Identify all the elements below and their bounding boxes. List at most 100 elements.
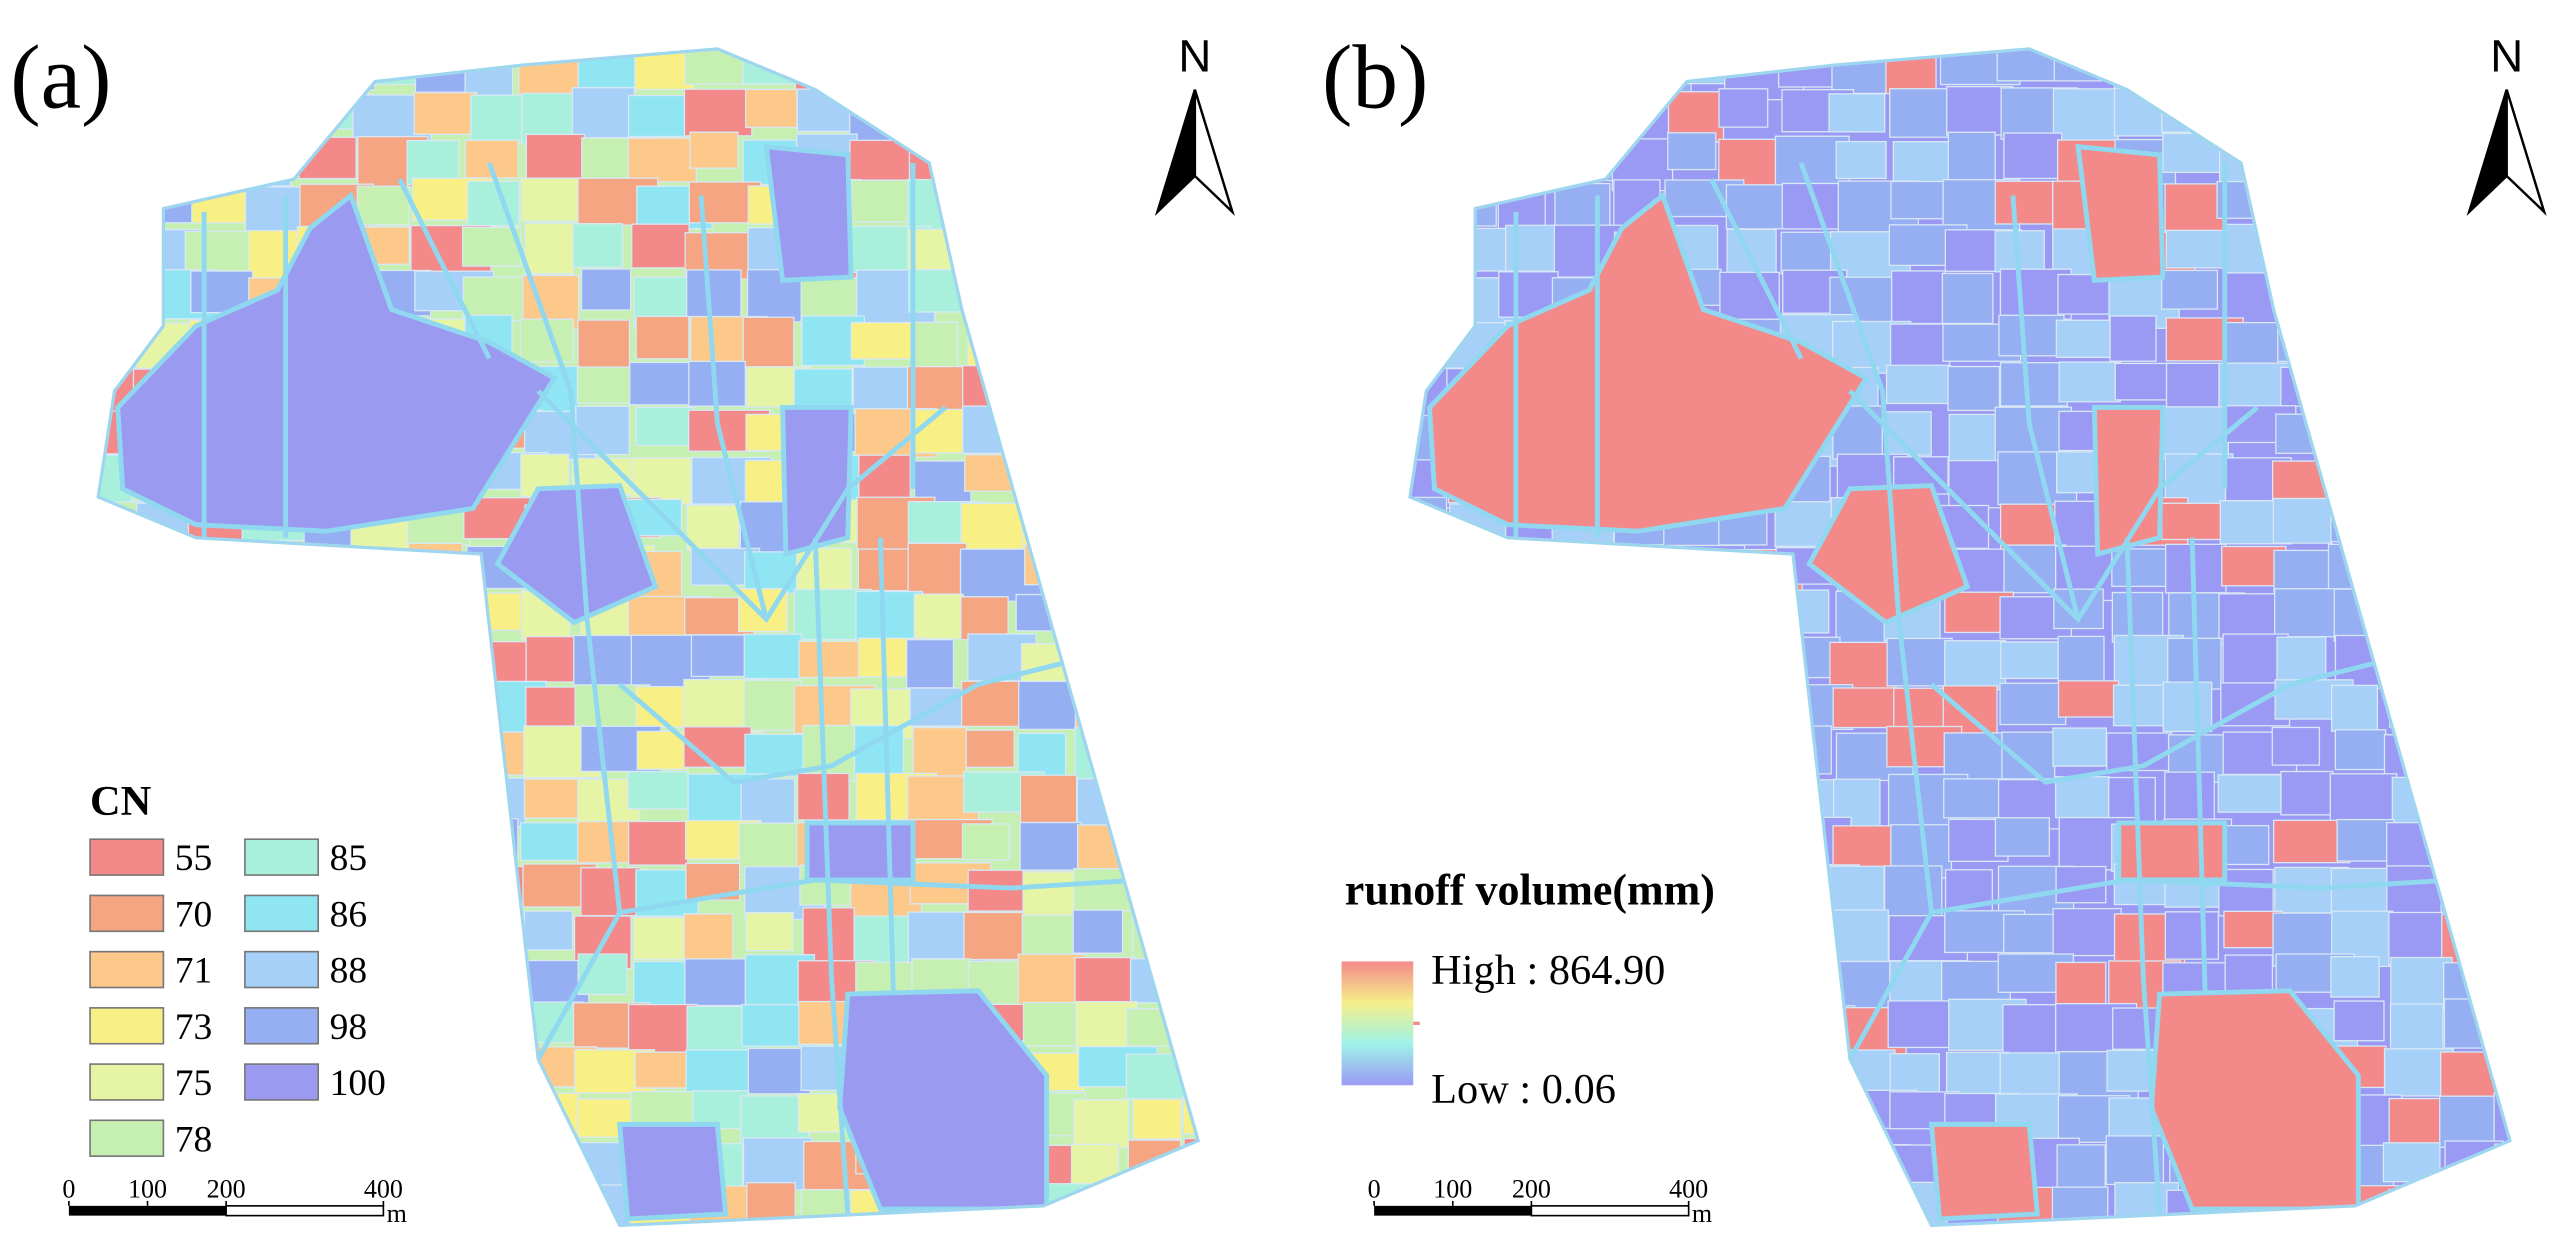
land-parcel: [2444, 635, 2503, 687]
land-parcel: [190, 639, 265, 687]
land-parcel: [134, 637, 206, 689]
land-parcel: [189, 1234, 245, 1258]
land-parcel: [1017, 48, 1091, 95]
land-parcel: [858, 454, 911, 502]
land-parcel: [2440, 411, 2493, 465]
road: [1929, 649, 2421, 785]
land-parcel: [2058, 361, 2121, 403]
scale-bar-white: [1530, 1205, 1690, 1217]
land-parcel: [962, 1233, 1043, 1258]
legend-swatch: [244, 950, 320, 989]
land-parcel: [1554, 1136, 1622, 1180]
land-parcel: [1079, 405, 1131, 462]
land-parcel: [1183, 596, 1199, 637]
scale-tick-label: 100: [1433, 1175, 1472, 1204]
land-parcel: [468, 1098, 540, 1139]
land-parcel: [571, 87, 636, 139]
road: [2010, 195, 2081, 620]
legend-swatch: [244, 1007, 320, 1045]
land-parcel: [2271, 48, 2324, 91]
land-parcel: [1442, 179, 1497, 227]
land-parcel: [1554, 1230, 1623, 1258]
land-parcel: [855, 590, 923, 643]
land-parcel: [351, 635, 423, 675]
land-parcel: [520, 177, 590, 222]
land-parcel: [298, 1229, 375, 1258]
land-parcel: [967, 869, 1024, 912]
legend-swatch: [89, 894, 165, 933]
land-parcel: [2445, 277, 2510, 328]
land-parcel: [1723, 1235, 1776, 1258]
land-parcel: [358, 1232, 439, 1258]
land-parcel: [573, 634, 642, 691]
land-parcel: [1718, 1097, 1786, 1145]
land-parcel: [742, 316, 795, 368]
land-parcel: [2330, 684, 2379, 732]
land-parcel: [1560, 48, 1617, 83]
legend-swatch: [89, 950, 165, 989]
road: [698, 195, 769, 620]
water-body: [115, 191, 558, 534]
land-parcel: [2329, 773, 2398, 824]
land-parcel: [2390, 1233, 2469, 1258]
land-parcel: [1721, 548, 1803, 603]
land-parcel: [1999, 682, 2067, 726]
land-parcel: [244, 186, 307, 232]
land-parcel: [627, 820, 689, 866]
land-parcel: [1018, 680, 1078, 731]
land-parcel: [1129, 825, 1188, 876]
land-parcel: [1724, 870, 1808, 913]
land-parcel: [296, 684, 375, 731]
land-parcel: [1726, 688, 1785, 745]
legend-label: 100: [330, 1063, 386, 1104]
land-parcel: [2001, 731, 2056, 780]
land-parcel: [1019, 454, 1074, 510]
land-parcel: [1722, 635, 1783, 682]
land-parcel: [1189, 314, 1199, 356]
land-parcel: [1184, 956, 1199, 1011]
land-parcel: [2161, 91, 2229, 133]
land-parcel: [523, 910, 574, 951]
land-parcel: [297, 546, 375, 586]
land-parcel: [2382, 139, 2464, 188]
land-parcel: [414, 1094, 496, 1132]
land-parcel: [2278, 270, 2327, 311]
legend-swatch: [89, 1063, 165, 1101]
land-parcel: [357, 594, 414, 647]
land-parcel: [1615, 639, 1688, 682]
road: [1847, 877, 2454, 1061]
land-parcel: [1832, 687, 1902, 729]
land-parcel: [2494, 1143, 2510, 1200]
land-parcel: [1017, 135, 1090, 185]
land-parcel: [2330, 955, 2380, 998]
road: [536, 877, 1142, 1061]
land-parcel: [1722, 999, 1780, 1049]
land-parcel: [627, 94, 687, 138]
land-parcel: [2493, 1184, 2510, 1226]
land-parcel: [1409, 542, 1449, 598]
land-parcel: [2382, 1142, 2441, 1183]
land-parcel: [572, 223, 624, 268]
land-parcel: [1073, 1098, 1130, 1149]
land-parcel: [2498, 228, 2510, 278]
land-parcel: [1074, 360, 1135, 406]
land-parcel: [1774, 1090, 1841, 1137]
land-parcel: [462, 226, 523, 267]
land-parcel: [188, 683, 255, 729]
land-parcel: [1074, 686, 1156, 741]
land-parcel: [412, 1139, 491, 1185]
land-parcel: [1780, 1188, 1828, 1226]
land-parcel: [1021, 271, 1093, 314]
land-parcel: [1409, 593, 1438, 649]
land-parcel: [1498, 633, 1553, 684]
land-parcel: [2330, 131, 2392, 182]
land-parcel: [2280, 366, 2341, 407]
land-parcel: [2275, 413, 2332, 454]
water-body: [2116, 820, 2228, 883]
road: [397, 178, 492, 360]
land-parcel: [2330, 1228, 2406, 1258]
land-parcel: [2165, 362, 2220, 410]
land-parcel: [2333, 48, 2404, 87]
north-arrow-right: [2505, 89, 2547, 216]
